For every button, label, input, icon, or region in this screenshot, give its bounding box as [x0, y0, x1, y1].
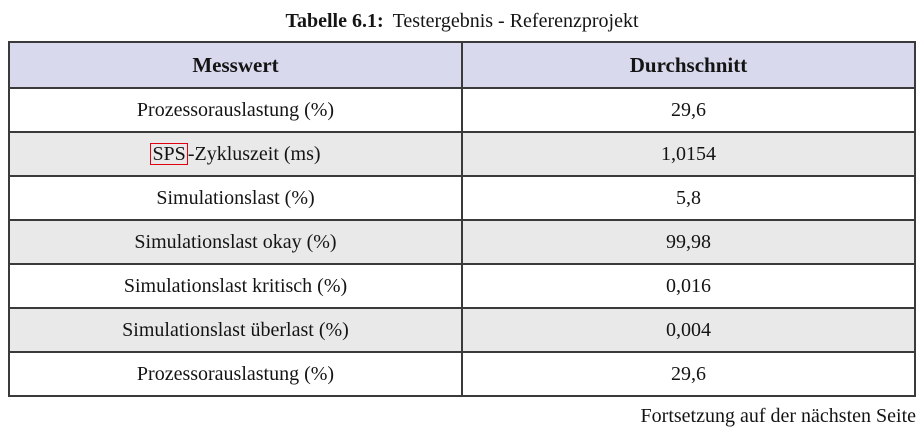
table-row: Simulationslast überlast (%) 0,004	[8, 307, 916, 353]
table-caption-title: Testergebnis - Referenzprojekt	[392, 10, 639, 32]
acronym-link-sps[interactable]: SPS	[150, 142, 188, 165]
cell-durchschnitt: 29,6	[461, 351, 916, 397]
table-header-row: Messwert Durchschnitt	[8, 41, 916, 89]
cell-durchschnitt: 5,8	[461, 175, 916, 221]
cell-durchschnitt: 0,016	[461, 263, 916, 309]
cell-messwert: Simulationslast überlast (%)	[8, 307, 463, 353]
table-row: Simulationslast kritisch (%) 0,016	[8, 263, 916, 309]
cell-messwert: Prozessorauslastung (%)	[8, 87, 463, 133]
table-row: SPS -Zykluszeit (ms) 1,0154	[8, 131, 916, 177]
table-caption: Tabelle 6.1: Testergebnis - Referenzproje…	[0, 0, 924, 33]
table-row: Prozessorauslastung (%) 29,6	[8, 87, 916, 133]
cell-messwert: Simulationslast (%)	[8, 175, 463, 221]
cell-messwert: Simulationslast kritisch (%)	[8, 263, 463, 309]
cell-messwert: Simulationslast okay (%)	[8, 219, 463, 265]
results-table: Messwert Durchschnitt Prozessorauslastun…	[8, 41, 916, 397]
table-body: Prozessorauslastung (%) 29,6 SPS -Zykluszei…	[8, 87, 916, 397]
table-row: Simulationslast (%) 5,8	[8, 175, 916, 221]
table-row: Simulationslast okay (%) 99,98	[8, 219, 916, 265]
cell-messwert: SPS -Zykluszeit (ms)	[8, 131, 463, 177]
cell-durchschnitt: 0,004	[461, 307, 916, 353]
cell-durchschnitt: 99,98	[461, 219, 916, 265]
continuation-note: Fortsetzung auf der nächsten Seite	[640, 405, 916, 427]
column-header-messwert: Messwert	[8, 41, 463, 89]
column-header-durchschnitt: Durchschnitt	[461, 41, 916, 89]
table-row: Prozessorauslastung (%) 29,6	[8, 351, 916, 397]
table-caption-label: Tabelle 6.1:	[285, 10, 384, 32]
cell-messwert: Prozessorauslastung (%)	[8, 351, 463, 397]
cell-durchschnitt: 1,0154	[461, 131, 916, 177]
cell-durchschnitt: 29,6	[461, 87, 916, 133]
